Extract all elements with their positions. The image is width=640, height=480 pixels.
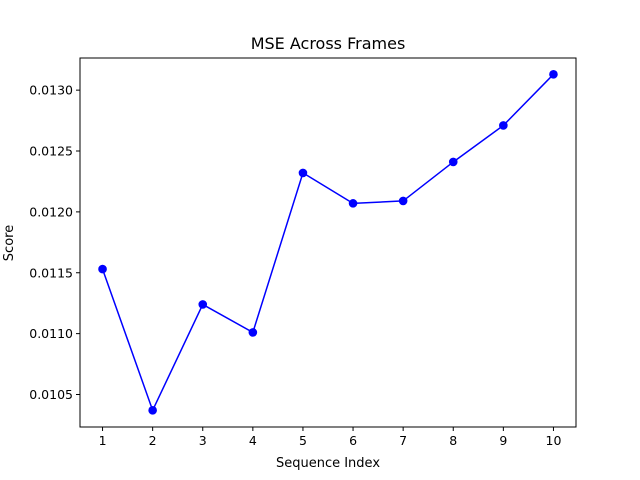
data-point xyxy=(148,406,157,415)
data-point xyxy=(198,300,208,309)
data-point xyxy=(98,264,107,274)
plot-frame xyxy=(79,57,577,428)
x-tick-label: 7 xyxy=(399,433,407,448)
plot-area xyxy=(79,57,577,428)
chart-title: MSE Across Frames xyxy=(251,34,406,53)
y-tick-label: 0.0105 xyxy=(29,387,73,402)
series-layer xyxy=(98,70,558,415)
x-tick-label: 4 xyxy=(249,433,257,448)
data-point xyxy=(248,328,258,337)
y-axis-ticks: 0.0105 0.0110 0.0115 0.0120 0.0125 0.0130 xyxy=(29,83,80,402)
x-tick-label: 5 xyxy=(299,433,307,448)
data-point xyxy=(549,70,558,79)
data-point xyxy=(499,121,508,130)
y-axis-label: Score xyxy=(2,225,17,261)
x-tick-label: 10 xyxy=(546,433,562,448)
x-tick-label: 1 xyxy=(99,433,107,448)
y-tick-label: 0.0120 xyxy=(29,204,73,219)
y-tick-label: 0.0115 xyxy=(29,265,73,280)
x-tick-label: 2 xyxy=(149,433,157,448)
data-point xyxy=(448,157,458,167)
y-tick-label: 0.0110 xyxy=(29,326,73,341)
y-tick-label: 0.0130 xyxy=(29,83,73,98)
x-tick-label: 9 xyxy=(499,433,507,448)
data-point xyxy=(298,168,308,178)
y-tick-label: 0.0125 xyxy=(29,144,73,159)
data-point xyxy=(348,199,358,208)
data-point xyxy=(398,196,408,206)
x-tick-label: 3 xyxy=(199,433,207,448)
x-tick-label: 6 xyxy=(349,433,357,448)
x-axis-ticks: 1 2 3 4 5 6 7 8 9 10 xyxy=(99,427,562,448)
x-axis-label: Sequence Index xyxy=(276,456,380,471)
x-tick-label: 8 xyxy=(449,433,457,448)
series-line xyxy=(101,73,554,413)
